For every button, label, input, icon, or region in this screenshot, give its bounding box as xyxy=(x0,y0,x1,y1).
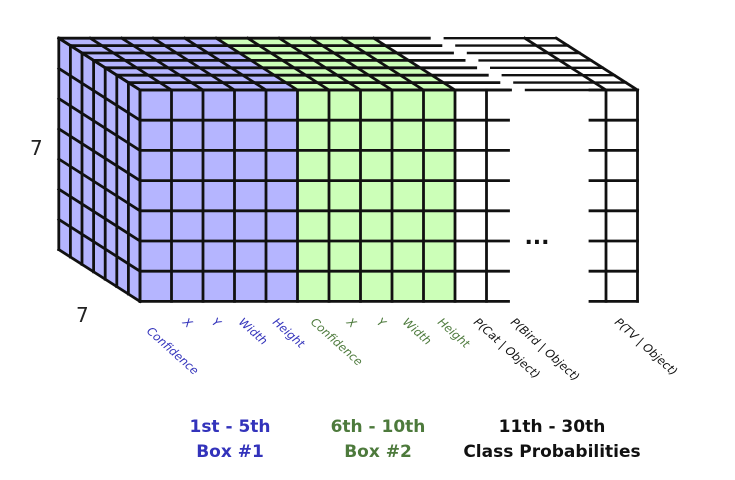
group-box1-name: Box #1 xyxy=(196,442,264,462)
top-face-box1 xyxy=(58,38,298,90)
box2-label-y: Y xyxy=(374,315,389,331)
last-top-right-edge xyxy=(554,36,640,92)
side-row-line-0 xyxy=(56,36,142,92)
top-column-line-1 xyxy=(88,36,174,92)
class-label-cat: P(Cat | Object) xyxy=(471,315,543,382)
box2-label-confidence: Confidence xyxy=(308,315,366,369)
box1-label-x: X xyxy=(179,314,196,331)
box1-label-height: Height xyxy=(270,315,308,351)
group-box2-range: 6th - 10th xyxy=(331,417,426,437)
box1-label-y: Y xyxy=(209,315,224,331)
ellipsis-label: ... xyxy=(524,225,549,250)
side-row-line-7 xyxy=(56,247,142,304)
top-column-line-3 xyxy=(151,36,237,92)
top-column-line-10 xyxy=(371,36,457,92)
top-face-box2 xyxy=(216,38,455,90)
tensor-grid xyxy=(56,36,640,304)
depth-dimension-label: 7 xyxy=(76,303,89,327)
side-row-line-1 xyxy=(56,66,142,123)
top-column-line-7 xyxy=(277,36,363,92)
height-dimension-label: 7 xyxy=(30,136,43,160)
box2-label-x: X xyxy=(343,314,360,331)
group-box1-range: 1st - 5th xyxy=(189,417,270,437)
side-face-box1 xyxy=(58,38,140,302)
group-box2-name: Box #2 xyxy=(344,442,412,462)
side-row-line-6 xyxy=(56,217,142,274)
top-column-line-6 xyxy=(245,36,331,92)
class-label-tv: P(TV | Object) xyxy=(612,315,680,379)
box1-label-confidence: Confidence xyxy=(144,324,202,378)
top-column-line-8 xyxy=(308,36,394,92)
side-row-line-3 xyxy=(56,126,142,183)
side-row-line-5 xyxy=(56,187,142,243)
top-column-line-5 xyxy=(214,36,300,92)
group-class-name: Class Probabilities xyxy=(463,442,640,462)
side-row-line-4 xyxy=(56,157,142,213)
top-column-line-2 xyxy=(119,36,205,92)
box1-label-width: Width xyxy=(236,315,270,348)
top-column-line-9 xyxy=(340,36,426,92)
top-column-line-4 xyxy=(182,36,268,92)
box2-label-height: Height xyxy=(435,315,473,351)
front-face-box1 xyxy=(140,90,298,302)
box2-label-width: Width xyxy=(400,315,434,348)
last-top-left-edge xyxy=(522,36,608,92)
front-face-box2 xyxy=(297,90,455,302)
group-class-range: 11th - 30th xyxy=(499,417,606,437)
side-row-line-2 xyxy=(56,96,142,153)
